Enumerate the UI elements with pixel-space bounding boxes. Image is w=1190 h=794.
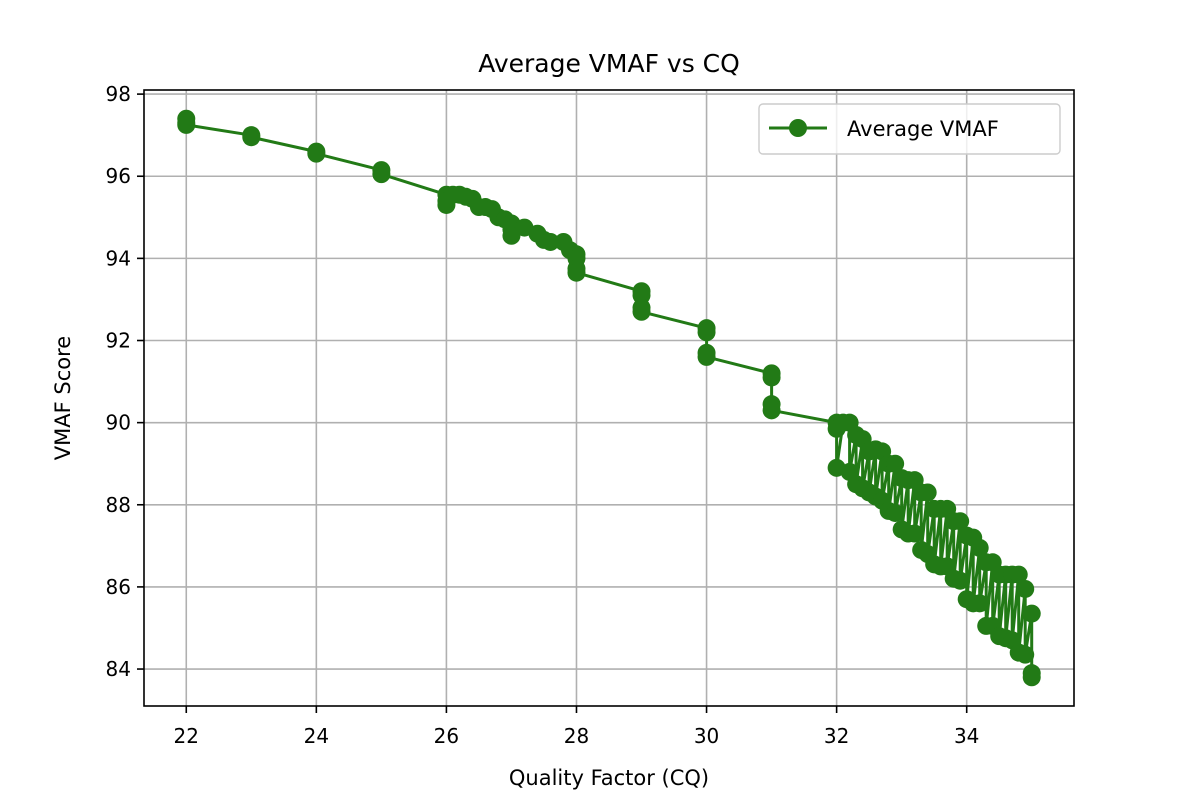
series-group bbox=[177, 109, 1041, 687]
data-point bbox=[951, 512, 970, 531]
y-tick-label: 86 bbox=[106, 575, 131, 599]
x-tick-label: 28 bbox=[564, 724, 589, 748]
data-point bbox=[886, 503, 905, 522]
data-point bbox=[697, 347, 716, 366]
data-point bbox=[886, 454, 905, 473]
data-point bbox=[905, 524, 924, 543]
legend-point-marker bbox=[789, 119, 807, 137]
data-point bbox=[307, 144, 326, 163]
data-point bbox=[1022, 668, 1041, 687]
data-point bbox=[1016, 579, 1035, 598]
legend-label: Average VMAF bbox=[847, 117, 999, 141]
data-point bbox=[632, 302, 651, 321]
x-tick-label: 24 bbox=[304, 724, 329, 748]
data-point bbox=[1016, 645, 1035, 664]
data-point bbox=[541, 232, 560, 251]
x-tick-label: 30 bbox=[694, 724, 719, 748]
y-tick-label: 84 bbox=[106, 657, 131, 681]
y-axis-label: VMAF Score bbox=[51, 336, 75, 460]
data-point bbox=[242, 128, 261, 147]
data-point bbox=[762, 368, 781, 387]
y-tick-label: 98 bbox=[106, 82, 131, 106]
y-tick-label: 96 bbox=[106, 164, 131, 188]
data-point bbox=[918, 483, 937, 502]
data-point bbox=[970, 594, 989, 613]
x-tick-label: 26 bbox=[434, 724, 459, 748]
x-tick-label: 34 bbox=[954, 724, 979, 748]
data-point bbox=[1009, 565, 1028, 584]
data-point bbox=[951, 571, 970, 590]
y-tick-label: 90 bbox=[106, 411, 131, 435]
legend-box bbox=[758, 103, 1061, 155]
data-point bbox=[970, 538, 989, 557]
y-axis: 84 86 88 90 92 94 96 98 bbox=[106, 82, 144, 681]
y-tick-label: 88 bbox=[106, 493, 131, 517]
legend: Average VMAF bbox=[758, 103, 1061, 155]
data-point bbox=[177, 115, 196, 134]
data-point bbox=[762, 401, 781, 420]
chart-title: Average VMAF vs CQ bbox=[478, 49, 740, 78]
data-point bbox=[697, 323, 716, 342]
data-point bbox=[502, 226, 521, 245]
data-point bbox=[1022, 604, 1041, 623]
data-point bbox=[567, 263, 586, 282]
data-point bbox=[372, 165, 391, 184]
x-tick-label: 32 bbox=[824, 724, 849, 748]
data-point bbox=[632, 286, 651, 305]
x-tick-label: 22 bbox=[174, 724, 199, 748]
x-axis-label: Quality Factor (CQ) bbox=[509, 766, 709, 790]
plot-frame bbox=[143, 89, 1075, 707]
y-tick-label: 92 bbox=[106, 329, 131, 353]
x-axis: 22 24 26 28 30 32 34 bbox=[174, 706, 979, 748]
y-tick-label: 94 bbox=[106, 246, 131, 270]
